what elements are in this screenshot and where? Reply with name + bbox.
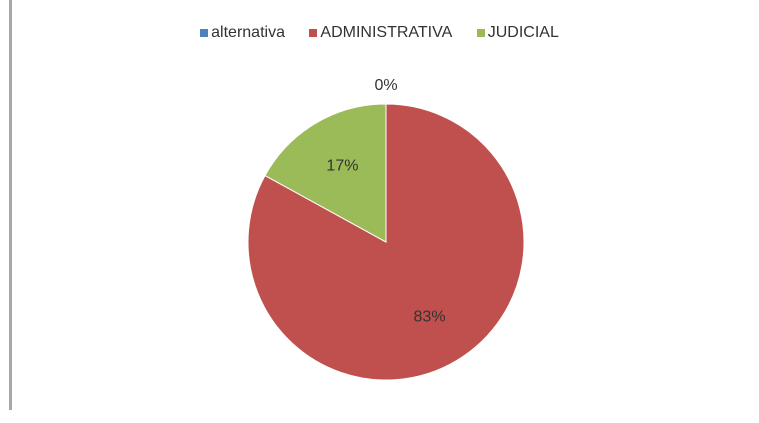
legend-swatch-alternativa — [200, 29, 209, 37]
legend-swatch-administrativa — [309, 29, 318, 37]
legend-label-alternativa: alternativa — [211, 24, 285, 41]
legend-label-administrativa: ADMINISTRATIVA — [320, 24, 453, 41]
data-label-judicial: 17% — [326, 157, 358, 174]
legend-swatch-judicial — [476, 29, 485, 37]
data-label-alternativa: 0% — [374, 77, 397, 94]
pie-slice-administrativa — [247, 103, 525, 381]
legend-item-alternativa: alternativa — [200, 24, 285, 42]
legend-label-judicial: JUDICIAL — [487, 24, 559, 41]
legend: alternativa ADMINISTRATIVA JUDICIAL — [0, 24, 759, 42]
legend-item-administrativa: ADMINISTRATIVA — [309, 24, 452, 42]
legend-item-judicial: JUDICIAL — [476, 24, 559, 42]
data-label-administrativa: 83% — [414, 309, 446, 326]
left-border — [9, 0, 12, 410]
pie-slice-judicial — [264, 103, 387, 243]
